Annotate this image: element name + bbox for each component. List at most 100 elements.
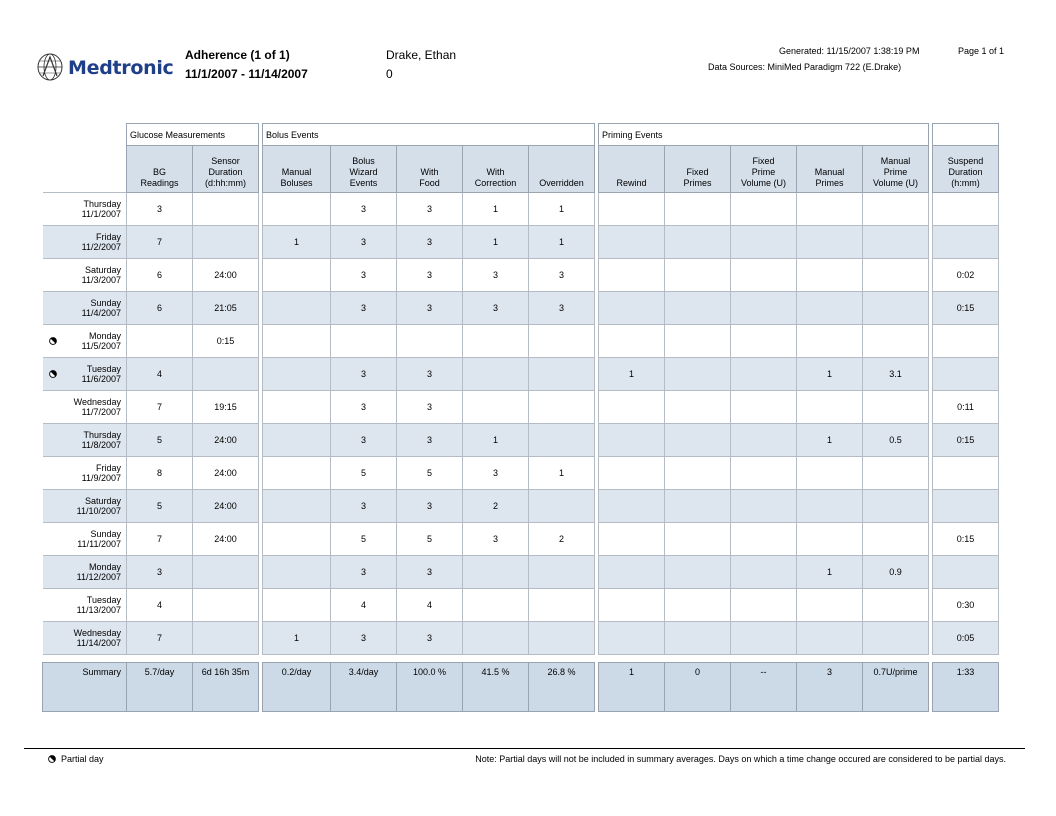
- group-header-row: Glucose Measurements Bolus Events Primin…: [43, 123, 999, 146]
- table-cell: [598, 555, 665, 589]
- summary-cell: 1:33: [932, 662, 999, 712]
- table-cell: 0:15: [932, 522, 999, 556]
- table-cell: [796, 291, 863, 325]
- table-cell: 5: [396, 522, 463, 556]
- table-cell: 3.1: [862, 357, 929, 391]
- table-cell: [126, 324, 193, 358]
- row-date: 11/13/2007: [76, 605, 121, 615]
- table-cell: 5: [126, 489, 193, 523]
- table-cell: [192, 621, 259, 655]
- table-cell: [462, 621, 529, 655]
- patient-name: Drake, Ethan: [386, 48, 457, 62]
- group-glucose-measurements: Glucose Measurements: [126, 123, 259, 146]
- column-header-line: Rewind: [616, 178, 647, 188]
- table-row: Monday 11/12/2007 3 3 3 1 0.9: [42, 555, 999, 589]
- column-header-line: (h:mm): [951, 178, 980, 188]
- table-cell: [796, 456, 863, 490]
- row-date: 11/3/2007: [81, 275, 121, 285]
- row-day: Friday: [95, 463, 121, 473]
- table-cell: [192, 225, 259, 259]
- row-day: Saturday: [84, 496, 121, 506]
- table-cell: 3: [126, 192, 193, 226]
- column-header-line: Manual: [880, 156, 911, 166]
- table-cell: [664, 324, 731, 358]
- medtronic-logo: Medtronic: [36, 52, 174, 82]
- table-cell: 24:00: [192, 522, 259, 556]
- table-cell: [262, 456, 331, 490]
- row-date: 11/8/2007: [81, 440, 121, 450]
- column-header: Manual Boluses: [262, 145, 331, 193]
- column-header-line: Volume (U): [740, 178, 786, 188]
- table-cell: [330, 324, 397, 358]
- table-cell: 3: [462, 258, 529, 292]
- table-cell: [598, 390, 665, 424]
- table-cell: 1: [462, 192, 529, 226]
- footer-note: Note: Partial days will not be included …: [475, 754, 1006, 764]
- table-cell: 3: [528, 291, 595, 325]
- table-cell: 3: [396, 621, 463, 655]
- column-header-line: Duration: [208, 167, 243, 177]
- row-day: Friday: [95, 232, 121, 242]
- row-day: Thursday: [83, 199, 121, 209]
- column-header: With Food: [396, 145, 463, 193]
- table-cell: [664, 588, 731, 622]
- table-cell: [598, 588, 665, 622]
- table-cell: [862, 291, 929, 325]
- row-day: Sunday: [90, 298, 121, 308]
- table-cell: 3: [330, 390, 397, 424]
- table-row: Wednesday 11/14/2007 7 1 3 3 0:05: [42, 621, 999, 655]
- column-header-line: Duration: [948, 167, 983, 177]
- row-date: 11/7/2007: [81, 407, 121, 417]
- summary-cell: 41.5 %: [462, 662, 529, 712]
- partial-day-icon: [48, 337, 57, 347]
- column-header-line: With: [420, 167, 439, 177]
- column-header-line: Fixed: [686, 167, 709, 177]
- table-cell: 3: [396, 225, 463, 259]
- table-cell: 0:05: [932, 621, 999, 655]
- table-cell: [598, 291, 665, 325]
- table-cell: [262, 192, 331, 226]
- table-cell: [730, 588, 797, 622]
- table-cell: [192, 555, 259, 589]
- column-header-line: (d:hh:mm): [204, 178, 246, 188]
- table-row: Tuesday 11/13/2007 4 4 4 0:30: [42, 588, 999, 622]
- table-cell: [796, 390, 863, 424]
- table-cell: 3: [126, 555, 193, 589]
- table-cell: [528, 588, 595, 622]
- table-cell: 24:00: [192, 456, 259, 490]
- medtronic-logo-icon: [37, 53, 63, 81]
- table-cell: [462, 390, 529, 424]
- column-header: Suspend Duration (h:mm): [932, 145, 999, 193]
- partial-day-icon: [48, 370, 57, 380]
- table-cell: 5: [330, 456, 397, 490]
- row-date: 11/1/2007: [81, 209, 121, 219]
- table-cell: 3: [330, 225, 397, 259]
- table-cell: [664, 621, 731, 655]
- table-cell: [730, 225, 797, 259]
- table-cell: [730, 522, 797, 556]
- column-header: Sensor Duration (d:hh:mm): [192, 145, 259, 193]
- table-cell: [262, 324, 331, 358]
- table-cell: [528, 357, 595, 391]
- table-cell: [664, 423, 731, 457]
- table-row: Sunday 11/4/2007 6 21:05 3 3 3 3 0:15: [42, 291, 999, 325]
- table-cell: [262, 390, 331, 424]
- row-date: 11/11/2007: [77, 539, 121, 549]
- column-header-line: With: [486, 167, 505, 177]
- column-header-line: Boluses: [280, 178, 313, 188]
- row-date-label: Sunday 11/11/2007: [42, 522, 127, 556]
- table-cell: 3: [462, 522, 529, 556]
- column-header-line: Suspend: [947, 156, 984, 166]
- table-cell: [862, 258, 929, 292]
- table-row: Saturday 11/10/2007 5 24:00 3 3 2: [42, 489, 999, 523]
- table-cell: [796, 489, 863, 523]
- column-header-line: Bolus: [352, 156, 375, 166]
- table-cell: [528, 489, 595, 523]
- summary-cell: --: [730, 662, 797, 712]
- table-cell: [862, 225, 929, 259]
- row-date-label: Thursday 11/8/2007: [42, 423, 127, 457]
- table-cell: [528, 390, 595, 424]
- table-cell: [730, 489, 797, 523]
- table-cell: [192, 357, 259, 391]
- table-cell: 4: [396, 588, 463, 622]
